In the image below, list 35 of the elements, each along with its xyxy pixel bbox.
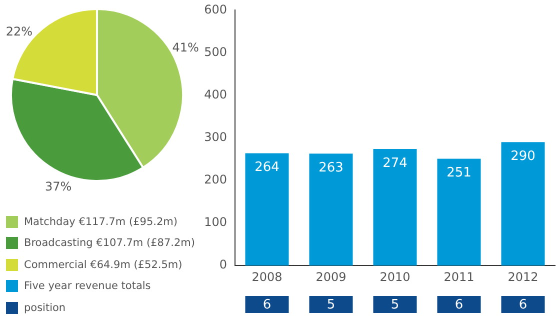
y-tick-label: 600 (204, 2, 227, 16)
y-tick-label: 100 (204, 215, 227, 230)
data-label: 263 (318, 160, 344, 176)
x-tick-label: 2011 (444, 270, 474, 284)
bar (245, 153, 289, 266)
data-label: 251 (446, 166, 472, 181)
x-tick-label: 2008 (252, 270, 282, 284)
x-tick-label: 2010 (380, 270, 410, 284)
bar (501, 142, 545, 266)
legend-label: position (24, 302, 66, 314)
legend-label: Five year revenue totals (24, 280, 151, 292)
legend-label: Matchday €117.7m (£95.2m) (24, 216, 178, 228)
legend-label: Broadcasting €107.7m (£87.2m) (24, 237, 195, 250)
data-label: 37% (45, 179, 72, 194)
y-tick-label: 300 (204, 130, 227, 144)
data-label: 5 (390, 297, 400, 312)
bar (373, 148, 417, 266)
data-label: 290 (510, 149, 536, 164)
legend-label: Commercial €64.9m (£52.5m) (24, 258, 182, 271)
data-label: 6 (518, 297, 528, 312)
data-label: 41% (172, 40, 199, 55)
data-label: 6 (262, 297, 272, 312)
y-tick-label: 0 (219, 258, 227, 272)
bar (437, 158, 481, 266)
bar (309, 154, 353, 266)
x-tick-label: 2012 (508, 270, 538, 284)
y-tick-label: 500 (204, 44, 227, 59)
data-label: 264 (254, 160, 280, 176)
y-tick-label: 200 (204, 172, 227, 187)
x-tick-label: 2009 (316, 270, 346, 284)
data-label: 274 (382, 156, 408, 171)
y-tick-label: 400 (204, 87, 227, 102)
data-label: 22% (6, 24, 33, 38)
data-label: 6 (454, 297, 464, 312)
data-label: 5 (326, 297, 336, 312)
